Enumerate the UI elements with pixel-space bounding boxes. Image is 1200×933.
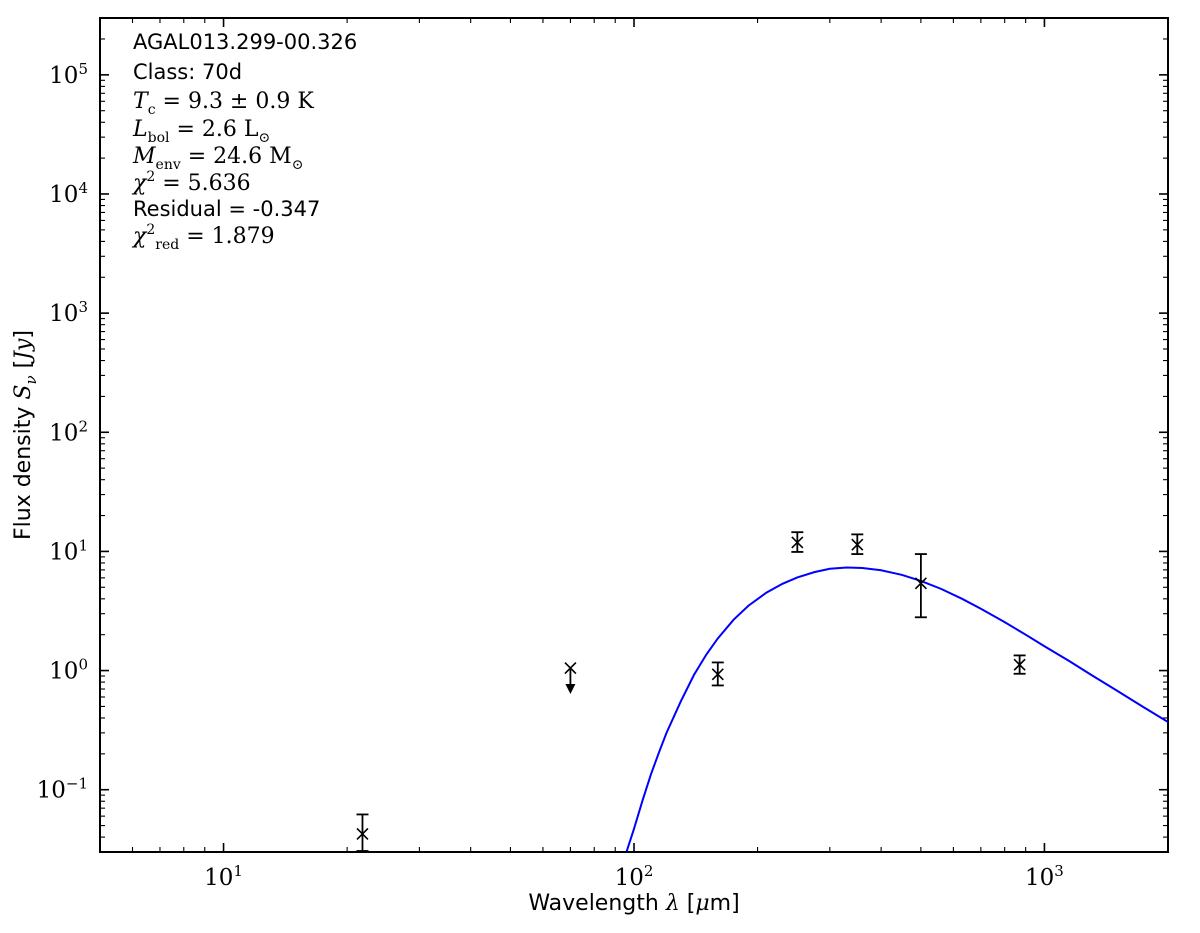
data-layer xyxy=(356,531,1169,852)
y-tick-label: 104 xyxy=(49,179,88,208)
annotation-chi2-red: χ2red = 1.879 xyxy=(131,222,275,253)
model-fit-curve xyxy=(625,566,1169,852)
y-tick-label: 100 xyxy=(49,656,88,685)
y-axis-label-group: Flux density Sν [Jy] xyxy=(11,330,40,540)
annotation-class: Class: 70d xyxy=(133,60,242,84)
annotation-block: AGAL013.299-00.326 Class: 70d Tc = 9.3 ± 0… xyxy=(131,30,357,253)
x-marker-icon xyxy=(851,538,864,551)
data-point xyxy=(914,553,927,619)
data-point xyxy=(564,661,577,695)
annotation-lbol: Lbol = 2.6 L⊙ xyxy=(132,117,270,146)
annotation-chi2: χ2 = 5.636 xyxy=(131,169,251,196)
x-marker-icon xyxy=(564,661,577,675)
x-tick-label: 101 xyxy=(204,862,243,891)
data-point xyxy=(851,533,864,555)
data-point xyxy=(791,531,804,553)
x-marker-icon xyxy=(711,668,724,681)
annotation-menv: Menv = 24.6 M⊙ xyxy=(132,144,303,173)
x-axis-label: Wavelength λ [μm] xyxy=(528,891,739,916)
x-tick-label: 103 xyxy=(1025,862,1064,891)
x-marker-icon xyxy=(914,577,927,590)
y-axis-label: Flux density Sν [Jy] xyxy=(11,330,40,540)
upper-limit-arrow-icon xyxy=(565,684,576,695)
y-tick-label: 103 xyxy=(49,298,88,327)
y-tick-label: 10−1 xyxy=(37,775,88,804)
data-point xyxy=(711,661,724,687)
annotation-source-name: AGAL013.299-00.326 xyxy=(133,30,357,54)
annotation-tc: Tc = 9.3 ± 0.9 K xyxy=(133,89,314,118)
x-marker-icon xyxy=(791,536,804,549)
x-marker-icon xyxy=(1013,658,1026,671)
axes-layer xyxy=(99,17,1169,853)
data-point xyxy=(1013,654,1026,675)
y-tick-label: 105 xyxy=(49,60,88,89)
y-tick-label: 102 xyxy=(49,417,88,446)
label-layer: 101 102 103 10−1 100 101 102 103 104 105 Wavelengt… xyxy=(11,60,1064,916)
x-tick-label: 102 xyxy=(615,862,654,891)
y-tick-label: 101 xyxy=(49,536,88,565)
x-marker-icon xyxy=(356,827,369,841)
annotation-residual: Residual = -0.347 xyxy=(133,197,320,221)
data-point xyxy=(356,813,369,852)
